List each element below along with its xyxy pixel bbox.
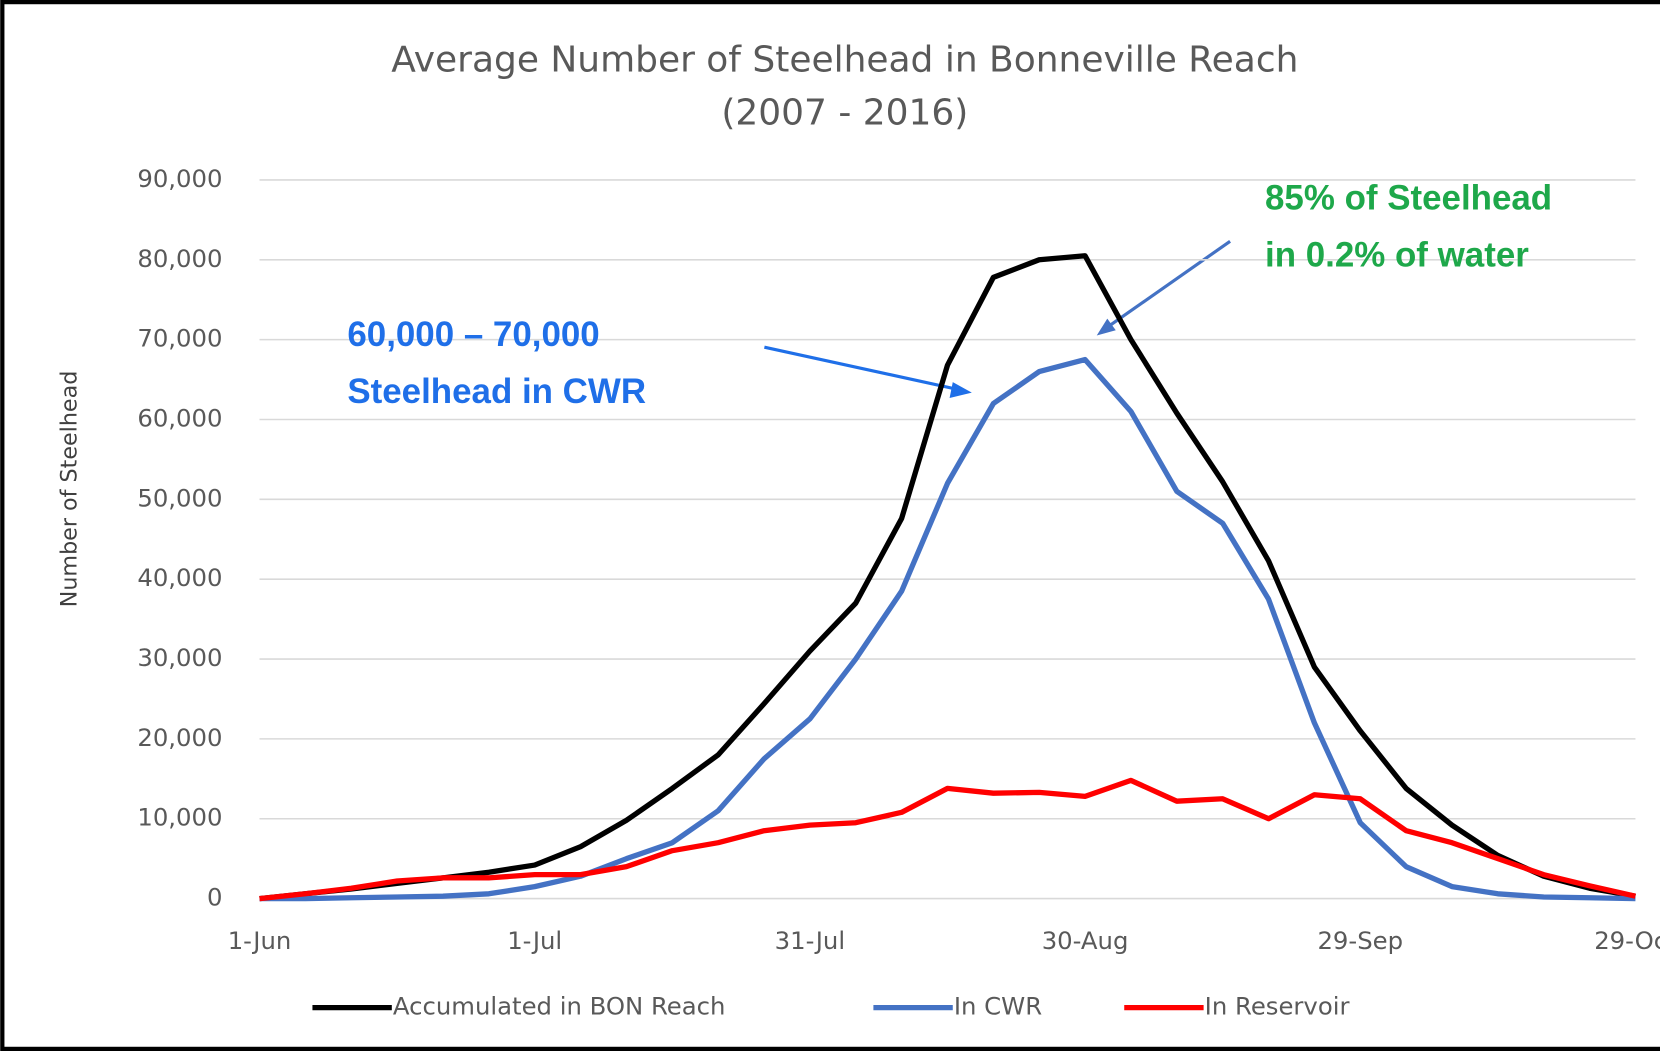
annotation: Steelhead in CWR: [347, 372, 646, 411]
x-tick-label: 30-Aug: [1042, 926, 1129, 955]
annotation: 60,000 – 70,000: [347, 315, 599, 354]
y-tick-label: 60,000: [137, 403, 222, 432]
y-tick-label: 20,000: [137, 723, 222, 752]
x-tick-label: 31-Jul: [775, 926, 845, 955]
legend-label: In Reservoir: [1205, 992, 1350, 1021]
y-tick-label: 70,000: [137, 324, 222, 353]
series-line: [259, 356, 1636, 902]
legend-label: In CWR: [954, 992, 1042, 1021]
chart-subtitle: (2007 - 2016): [721, 92, 968, 133]
y-tick-label: 0: [207, 883, 222, 912]
series-line: [259, 777, 1637, 902]
annotation-arrow: [764, 345, 959, 392]
annotation: 85% of Steelhead: [1265, 178, 1552, 217]
chart-title: Average Number of Steelhead in Bonnevill…: [391, 39, 1298, 80]
annotation: in 0.2% of water: [1265, 235, 1529, 274]
x-tick-label: 1-Jul: [507, 926, 562, 955]
annotation-arrow: [1102, 240, 1231, 332]
x-tick-label: 1-Jun: [228, 926, 292, 955]
series-line: [259, 253, 1636, 902]
legend-label: Accumulated in BON Reach: [393, 992, 726, 1021]
y-axis-label: Number of Steelhead: [57, 371, 83, 608]
y-tick-label: 50,000: [137, 483, 222, 512]
y-tick-label: 30,000: [137, 643, 222, 672]
arrow-head: [1096, 318, 1116, 336]
y-tick-label: 10,000: [137, 803, 222, 832]
y-tick-label: 40,000: [137, 563, 222, 592]
arrow-head: [949, 382, 972, 398]
y-tick-label: 80,000: [137, 244, 222, 273]
x-tick-label: 29-Sep: [1317, 926, 1403, 955]
x-tick-label: 29-Oct: [1594, 926, 1660, 955]
y-tick-label: 90,000: [137, 164, 222, 193]
